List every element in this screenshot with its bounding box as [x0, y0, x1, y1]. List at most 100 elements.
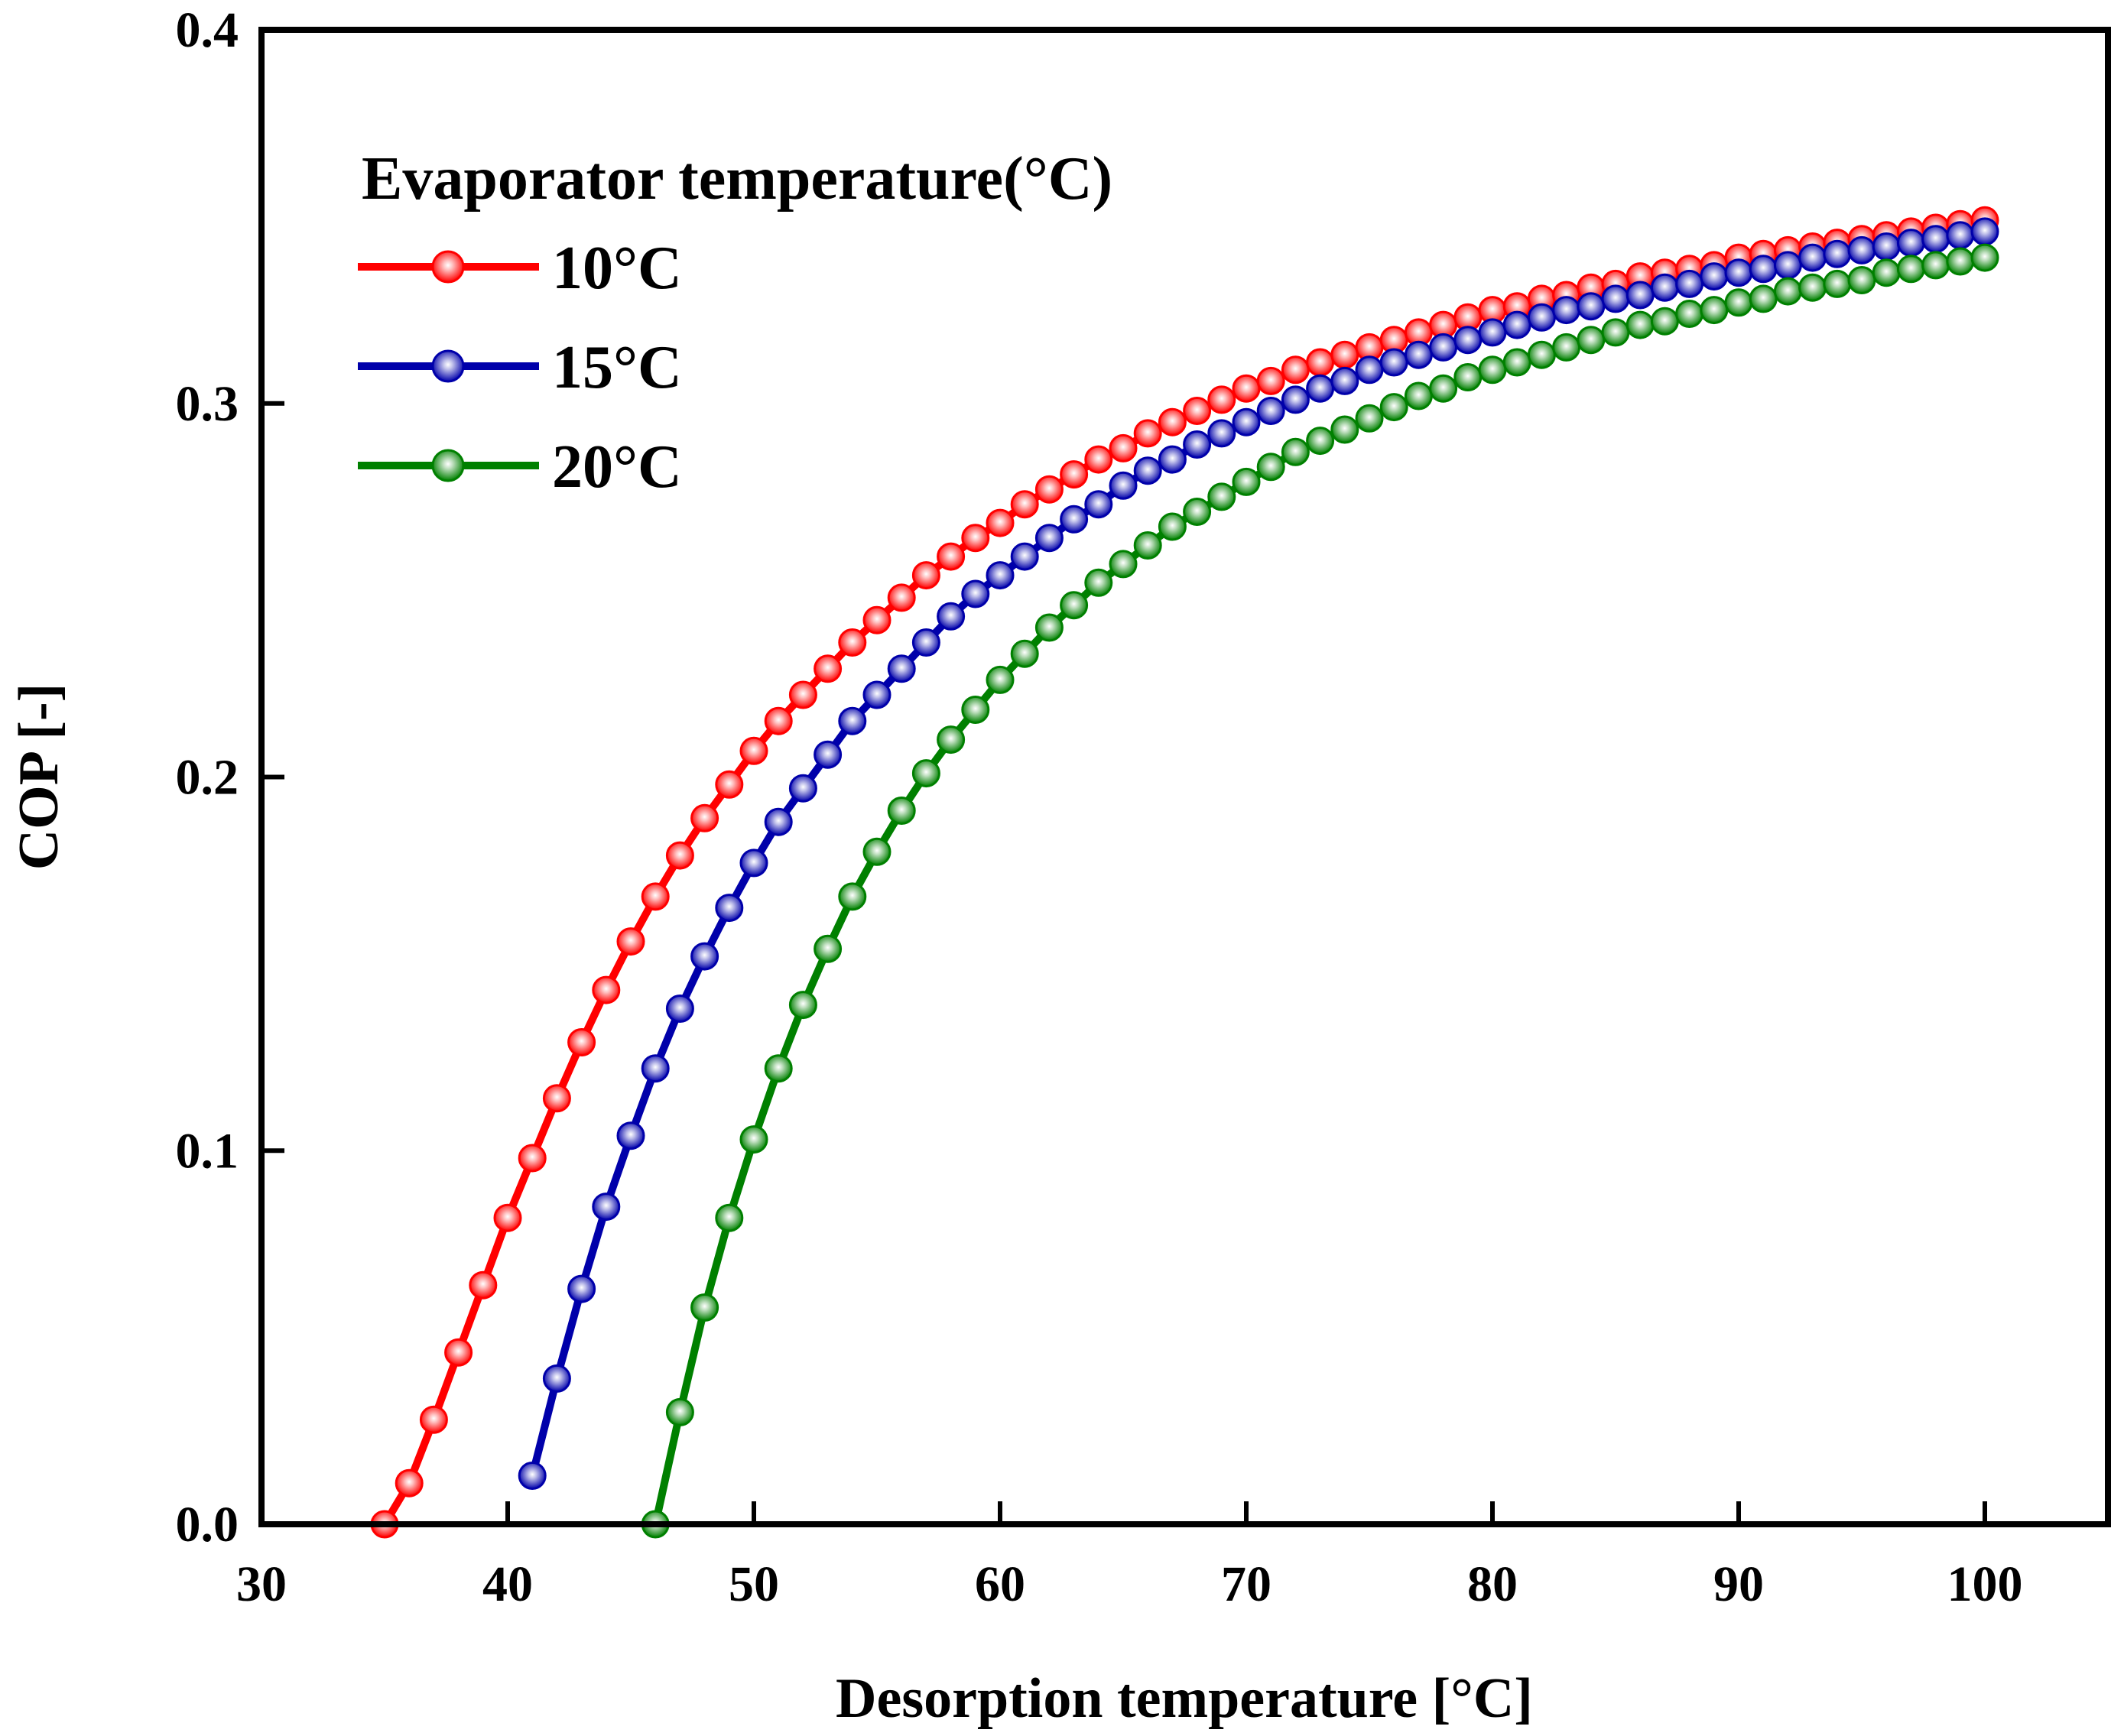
data-point: [1060, 460, 1089, 489]
data-point: [1034, 613, 1064, 642]
data-point: [814, 934, 843, 963]
data-point: [911, 759, 940, 788]
x-tick-label: 30: [236, 1556, 287, 1612]
data-point: [911, 561, 940, 590]
data-point: [961, 579, 990, 608]
data-point: [1798, 273, 1827, 302]
data-point: [1847, 266, 1876, 294]
data-point: [1773, 277, 1802, 306]
data-point: [395, 1468, 424, 1498]
data-point: [961, 524, 990, 553]
data-point: [862, 680, 891, 709]
data-point: [1970, 243, 1999, 272]
data-point: [1749, 284, 1778, 313]
data-point: [862, 605, 891, 634]
data-point: [1232, 467, 1261, 496]
data-point: [1306, 427, 1335, 456]
data-point: [1970, 217, 1999, 246]
data-point: [1281, 355, 1310, 385]
data-point: [1552, 333, 1581, 362]
data-point: [616, 1121, 645, 1150]
data-point: [444, 1338, 473, 1367]
data-point: [986, 508, 1015, 537]
x-tick-label: 70: [1221, 1556, 1271, 1612]
legend-label: 15°C: [552, 334, 682, 401]
data-point: [1700, 262, 1729, 291]
data-point: [1675, 300, 1704, 328]
data-point: [715, 770, 744, 799]
data-point: [567, 1274, 596, 1303]
data-point: [1724, 288, 1753, 317]
data-point: [542, 1364, 571, 1393]
data-point: [1010, 490, 1039, 519]
data-point: [1872, 232, 1901, 261]
data-point: [937, 542, 966, 571]
data-point: [1478, 355, 1507, 385]
x-tick-label: 80: [1467, 1556, 1518, 1612]
data-point: [838, 882, 867, 911]
data-point: [616, 927, 645, 956]
data-point: [1158, 512, 1187, 541]
legend-label: 10°C: [552, 235, 682, 302]
data-point: [1060, 591, 1089, 620]
data-point: [1675, 269, 1704, 298]
data-point: [518, 1462, 547, 1490]
data-point: [1158, 445, 1187, 474]
data-point: [1502, 310, 1531, 339]
data-point: [1798, 243, 1827, 272]
data-point: [764, 1054, 793, 1083]
data-point: [665, 995, 694, 1023]
data-point: [542, 1084, 571, 1113]
y-tick-label: 0.1: [176, 1123, 239, 1179]
data-point: [739, 736, 768, 765]
data-point: [1306, 348, 1335, 377]
legend-title: Evaporator temperature(°C): [362, 145, 1112, 213]
data-point: [1084, 490, 1113, 519]
x-tick-label: 50: [729, 1556, 779, 1612]
legend-entry-2: 15°C: [358, 334, 682, 401]
data-point: [1379, 393, 1408, 422]
data-point: [838, 706, 867, 735]
data-point: [1453, 326, 1483, 355]
y-axis-ticks: 0.0 0.1 0.2 0.3 0.4: [176, 2, 284, 1553]
data-point: [1823, 269, 1852, 298]
data-point: [1552, 296, 1581, 325]
data-point: [1429, 374, 1458, 403]
data-point: [1946, 247, 1975, 276]
data-point: [788, 991, 817, 1020]
data-point: [1256, 453, 1285, 482]
data-point: [1946, 221, 1975, 250]
data-point: [1625, 310, 1655, 339]
data-point: [814, 654, 843, 683]
data-point: [665, 1397, 694, 1426]
data-point: [1330, 340, 1359, 369]
data-point: [419, 1405, 448, 1434]
data-point: [1379, 348, 1408, 377]
legend-entry-3: 20°C: [358, 433, 682, 501]
data-point: [1109, 471, 1138, 500]
data-point: [1847, 235, 1876, 264]
data-point: [887, 654, 916, 683]
data-point: [986, 561, 1015, 590]
data-point: [1724, 258, 1753, 287]
x-tick-label: 40: [482, 1556, 533, 1612]
data-point: [1453, 363, 1483, 391]
data-point: [1404, 381, 1433, 410]
data-point: [1577, 292, 1606, 321]
data-point: [493, 1203, 522, 1232]
data-point: [1896, 255, 1925, 284]
data-point: [1133, 456, 1162, 485]
data-point: [1010, 639, 1039, 668]
data-point: [1823, 239, 1852, 268]
data-point: [911, 628, 940, 657]
data-point: [592, 975, 621, 1004]
data-point: [1158, 407, 1187, 436]
data-point: [1034, 475, 1064, 504]
data-point: [1183, 397, 1212, 425]
data-point: [1773, 251, 1802, 280]
y-tick-label: 0.2: [176, 750, 239, 806]
data-point: [1872, 258, 1901, 287]
data-point: [592, 1192, 621, 1222]
data-point: [937, 602, 966, 631]
data-point: [1281, 437, 1310, 466]
